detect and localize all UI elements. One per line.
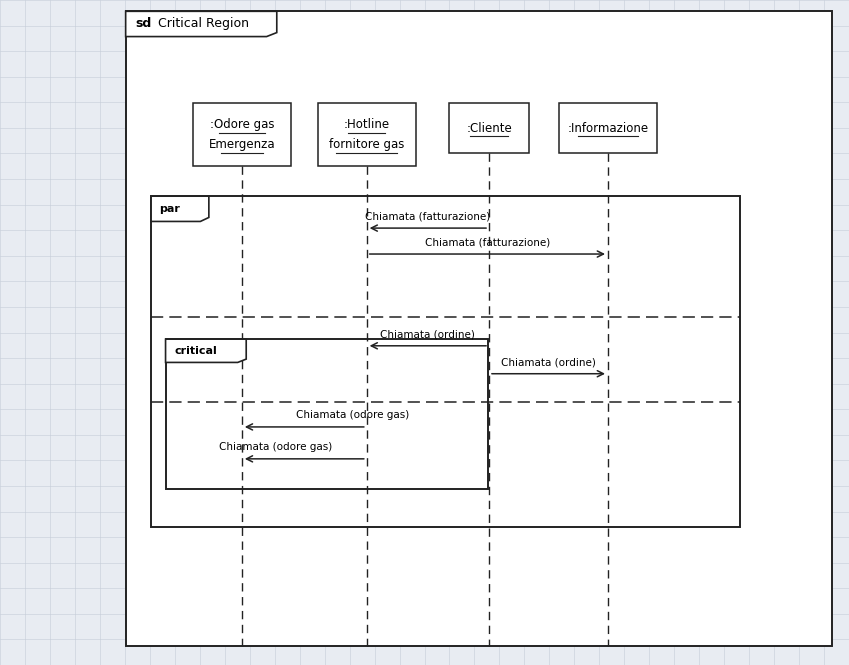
Text: fornitore gas: fornitore gas	[329, 138, 404, 151]
Text: Chiamata (odore gas): Chiamata (odore gas)	[219, 442, 333, 452]
Text: :Informazione: :Informazione	[567, 122, 649, 134]
Text: par: par	[160, 203, 181, 214]
Text: Chiamata (odore gas): Chiamata (odore gas)	[295, 410, 409, 420]
Text: sd: sd	[136, 17, 152, 31]
Text: Chiamata (ordine): Chiamata (ordine)	[380, 329, 475, 339]
Text: :Cliente: :Cliente	[466, 122, 512, 134]
Polygon shape	[126, 11, 277, 37]
Text: :Hotline: :Hotline	[344, 118, 390, 131]
Polygon shape	[151, 196, 209, 221]
Bar	[193, 103, 290, 166]
Text: Chiamata (ordine): Chiamata (ordine)	[501, 357, 596, 367]
Text: critical: critical	[174, 346, 216, 356]
Text: Chiamata (fatturazione): Chiamata (fatturazione)	[424, 237, 550, 247]
Polygon shape	[166, 339, 246, 362]
Bar	[126, 11, 832, 646]
Bar	[318, 103, 415, 166]
Bar	[166, 339, 488, 489]
Text: Critical Region: Critical Region	[154, 17, 249, 31]
Bar	[151, 196, 740, 527]
Bar	[559, 103, 657, 153]
Text: Emergenza: Emergenza	[209, 138, 275, 151]
Text: :Odore gas: :Odore gas	[210, 118, 274, 131]
Bar	[448, 103, 530, 153]
Text: Chiamata (fatturazione): Chiamata (fatturazione)	[365, 211, 491, 221]
